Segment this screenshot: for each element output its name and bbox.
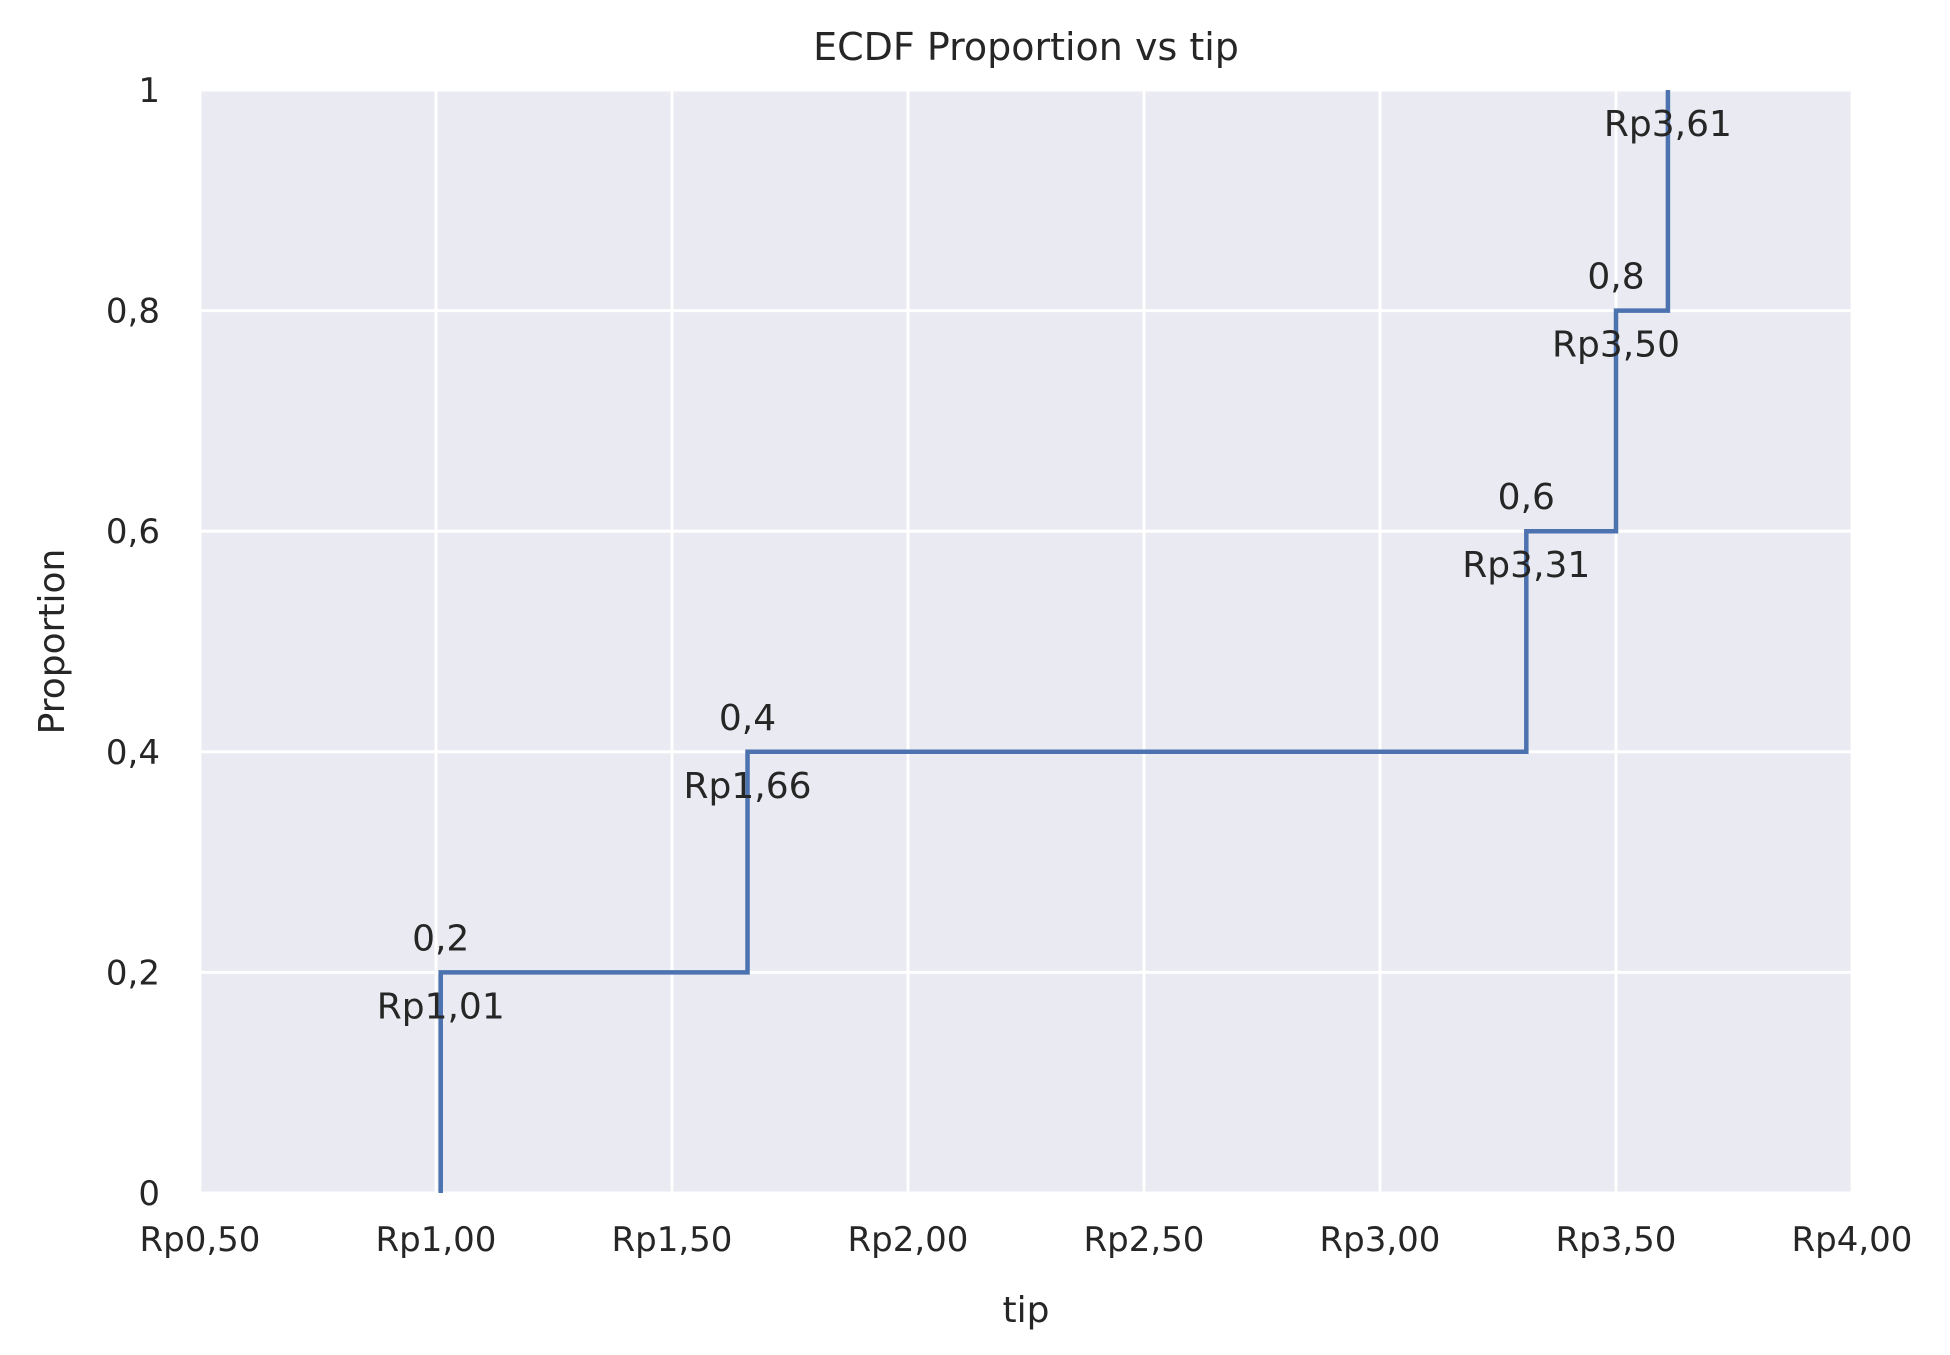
point-x-label: Rp3,61	[1604, 104, 1732, 145]
point-value-label: 0,6	[1498, 477, 1555, 518]
x-tick-label: Rp2,50	[1084, 1220, 1205, 1260]
ecdf-step-line	[438, 90, 1671, 1193]
annotation-layer: 0,2 Rp1,01 0,4 Rp1,66 0,6 Rp3,31 0,8 Rp3,50 Rp3,…	[377, 104, 1732, 1027]
point-x-label: Rp3,50	[1552, 325, 1680, 366]
y-tick-label: 0,8	[106, 292, 160, 332]
grid-lines	[198, 88, 1854, 1195]
plot-background	[200, 90, 1852, 1193]
x-tick-label: Rp3,00	[1320, 1220, 1441, 1260]
point-value-label: 0,2	[412, 918, 469, 959]
y-tick-label: 0,6	[106, 512, 160, 552]
x-tick-label: Rp2,00	[848, 1220, 969, 1260]
point-x-label: Rp3,31	[1462, 545, 1590, 586]
point-value-label: 0,8	[1587, 257, 1644, 298]
x-axis-ticks: Rp0,50 Rp1,00 Rp1,50 Rp2,00 Rp2,50 Rp3,00 Rp3,…	[140, 1220, 1913, 1260]
y-tick-label: 0	[138, 1174, 160, 1214]
chart-title: ECDF Proportion vs tip	[813, 25, 1239, 69]
x-tick-label: Rp1,50	[612, 1220, 733, 1260]
point-value-label: 0,4	[719, 698, 776, 739]
x-tick-label: Rp4,00	[1792, 1220, 1913, 1260]
x-tick-label: Rp1,00	[376, 1220, 497, 1260]
x-axis-title: tip	[1003, 1290, 1050, 1331]
y-axis-ticks: 0 0,2 0,4 0,6 0,8 1	[106, 71, 160, 1214]
x-tick-label: Rp0,50	[140, 1220, 261, 1260]
point-x-label: Rp1,01	[377, 986, 505, 1027]
y-tick-label: 1	[138, 71, 160, 111]
y-axis-title: Proportion	[32, 549, 73, 735]
point-x-label: Rp1,66	[684, 766, 812, 807]
y-tick-label: 0,2	[106, 953, 160, 993]
y-tick-label: 0,4	[106, 733, 160, 773]
x-tick-label: Rp3,50	[1556, 1220, 1677, 1260]
series-layer	[438, 90, 1671, 1193]
